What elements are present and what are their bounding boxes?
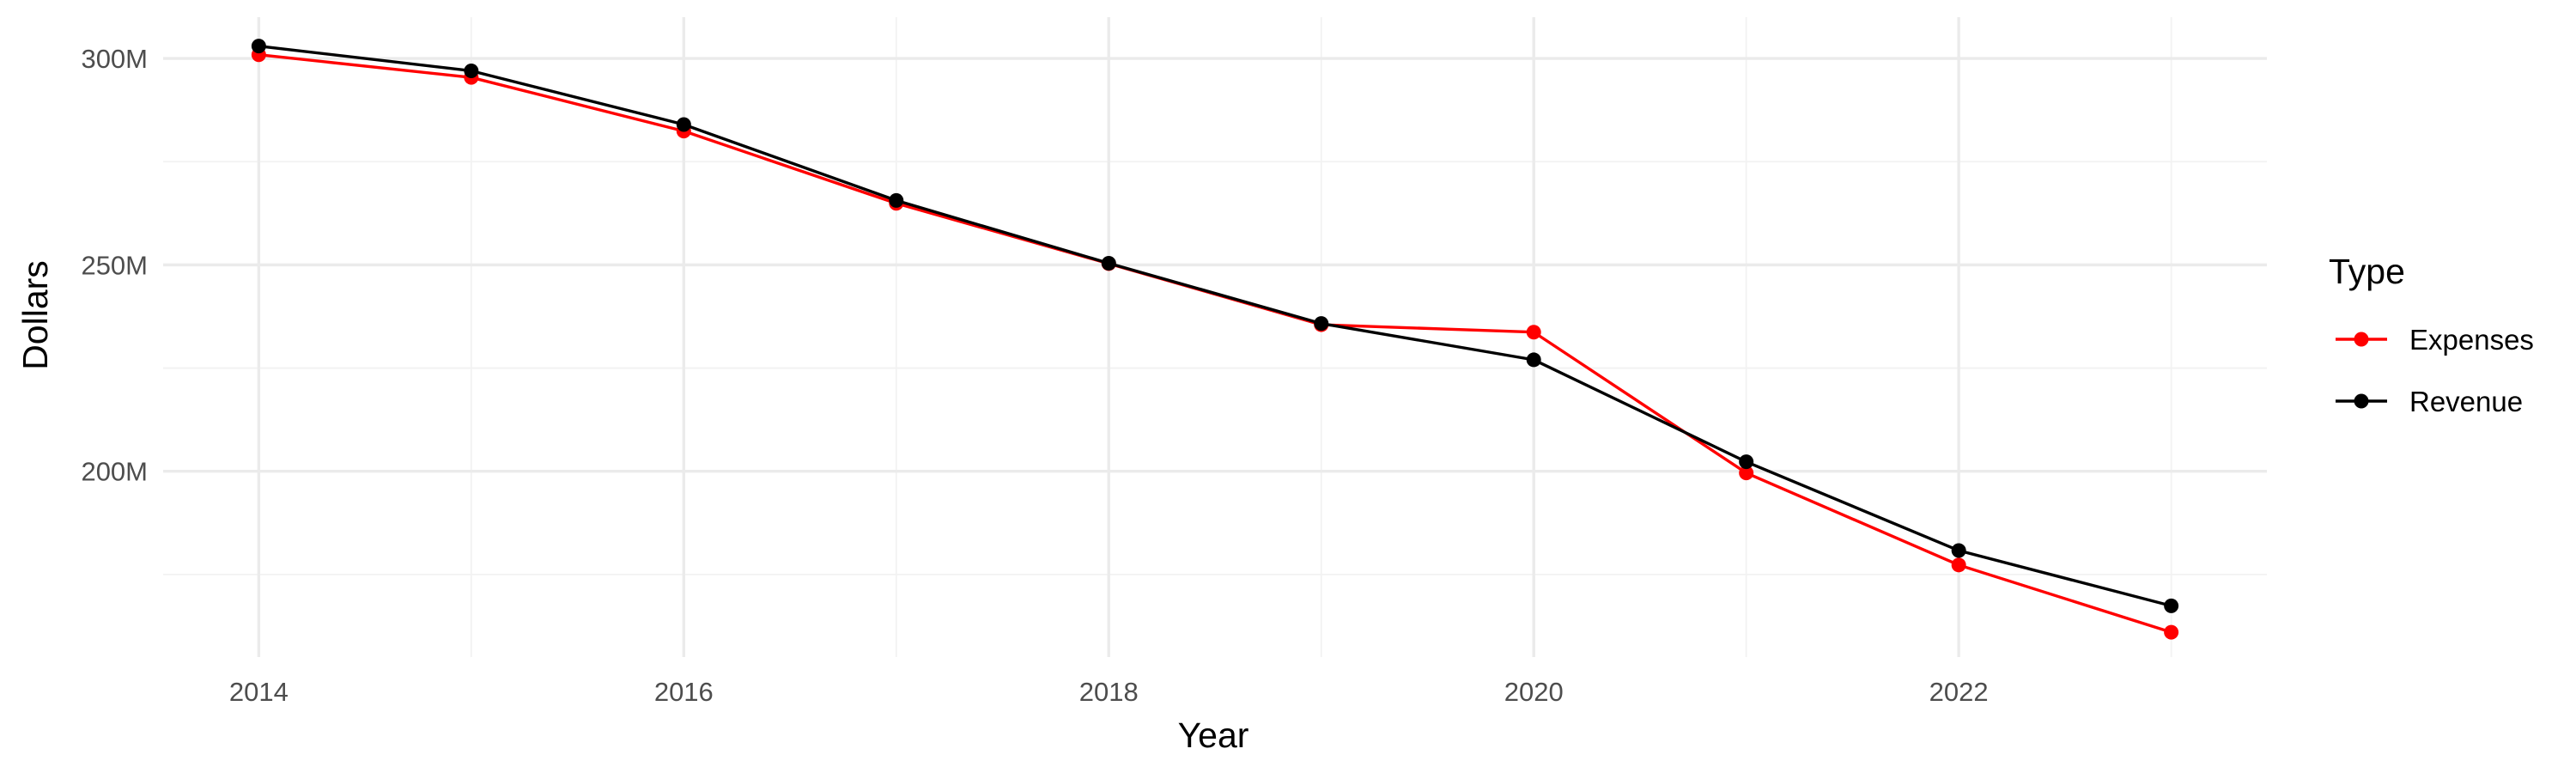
x-tick-label: 2014 [229, 677, 289, 707]
revenue-point [2164, 598, 2179, 613]
x-tick-label: 2016 [654, 677, 714, 707]
legend-item-expenses: Expenses [2336, 324, 2534, 356]
legend-key-point [2354, 393, 2369, 409]
y-tick-label: 300M [81, 44, 148, 74]
legend-label: Revenue [2409, 386, 2523, 417]
revenue-point [1951, 543, 1966, 558]
x-tick-label: 2020 [1504, 677, 1564, 707]
revenue-point [1101, 255, 1116, 271]
expenses-point [1526, 325, 1541, 340]
revenue-point [889, 192, 904, 208]
axis-ticks: 2014 2016 2018 2020 2022 200M 250M 300M [81, 44, 1988, 707]
y-axis-title: Dollars [15, 260, 55, 370]
legend-key-point [2354, 332, 2369, 347]
x-axis-title: Year [1178, 715, 1249, 755]
revenue-point [1739, 454, 1754, 470]
revenue-point [676, 117, 691, 132]
x-tick-label: 2018 [1079, 677, 1139, 707]
expenses-point [2164, 624, 2179, 640]
legend-item-revenue: Revenue [2336, 386, 2523, 417]
legend-title: Type [2329, 252, 2405, 291]
legend-label: Expenses [2409, 324, 2534, 356]
grid [163, 17, 2267, 657]
revenue-point [1526, 352, 1541, 368]
series-layer [251, 39, 2179, 640]
x-tick-label: 2022 [1929, 677, 1989, 707]
expenses-point [1739, 466, 1754, 481]
revenue-point [464, 63, 479, 78]
legend: Type Expenses Revenue [2329, 252, 2534, 417]
revenue-point [251, 39, 266, 54]
series-revenue [251, 39, 2179, 613]
revenue-line [258, 44, 2172, 608]
y-tick-label: 200M [81, 457, 148, 487]
expenses-point [1951, 557, 1966, 573]
y-tick-label: 250M [81, 250, 148, 280]
revenue-point [1314, 316, 1329, 332]
